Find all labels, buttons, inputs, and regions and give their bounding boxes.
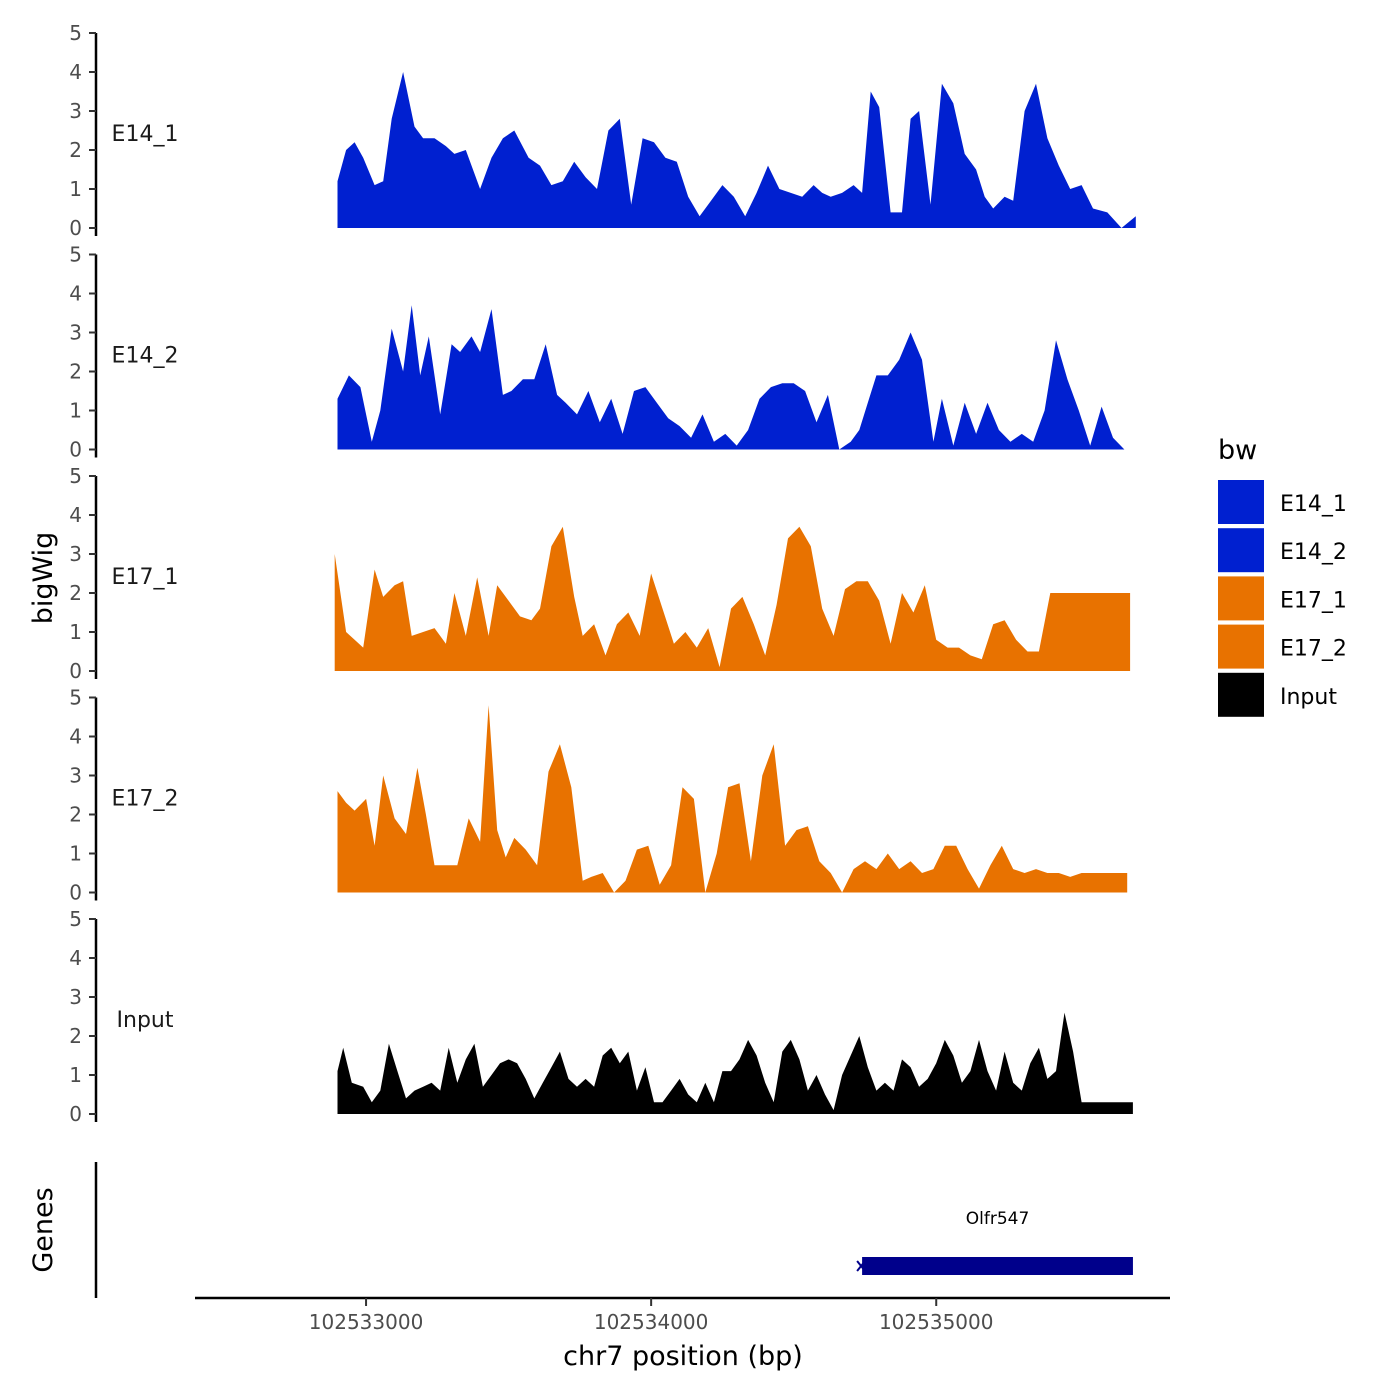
x-ticks-group: 102533000 102534000 102535000 xyxy=(309,1298,994,1334)
y-tick-label: 5 xyxy=(69,464,82,488)
legend-title: bw xyxy=(1218,435,1257,466)
legend-items: E14_1 E14_2 E17_1 E17_2 Input xyxy=(1218,480,1347,717)
legend-item-e17-2: E17_2 xyxy=(1218,624,1347,669)
legend-swatch xyxy=(1218,624,1264,669)
y-tick-label: 0 xyxy=(69,881,82,905)
legend-label: E14_1 xyxy=(1280,492,1347,517)
y-tick-label: 4 xyxy=(69,503,82,527)
y-tick-label: 2 xyxy=(69,581,82,605)
legend-item-input: Input xyxy=(1218,672,1337,717)
track-e17-2: 0 1 2 3 4 5 E17_2 xyxy=(69,686,1128,905)
track-input: 0 1 2 3 4 5 Input xyxy=(69,907,1133,1126)
genes-axis-title: Genes xyxy=(28,1187,59,1272)
y-tick-label: 1 xyxy=(69,177,82,201)
y-tick-label: 0 xyxy=(69,659,82,683)
genes-panel: Genes Olfr547 xyxy=(28,1162,1133,1298)
legend-swatch xyxy=(1218,576,1264,621)
legend-label: E17_1 xyxy=(1280,588,1347,613)
gene-olfr547: Olfr547 xyxy=(856,1209,1133,1275)
y-tick-label: 1 xyxy=(69,842,82,866)
y-tick-label: 5 xyxy=(69,907,82,931)
y-tick-label: 0 xyxy=(69,216,82,240)
y-tick-label: 4 xyxy=(69,725,82,749)
legend: bw E14_1 E14_2 E17_1 E17_2 Input xyxy=(1218,435,1347,717)
legend-item-e14-2: E14_2 xyxy=(1218,528,1347,573)
track-e14-1: 0 1 2 3 4 5 E14_1 xyxy=(69,21,1136,240)
legend-item-e17-1: E17_1 xyxy=(1218,576,1347,621)
y-tick-label: 2 xyxy=(69,1024,82,1048)
y-tick-label: 1 xyxy=(69,399,82,423)
y-tick-label: 3 xyxy=(69,985,82,1009)
coverage-area-e17-1 xyxy=(334,526,1131,671)
track-e14-2: 0 1 2 3 4 5 E14_2 xyxy=(69,243,1136,462)
y-tick-label: 1 xyxy=(69,620,82,644)
gene-body xyxy=(862,1257,1133,1275)
gene-strand-mark xyxy=(856,1260,866,1272)
track-label: E14_1 xyxy=(112,122,179,147)
y-tick-label: 3 xyxy=(69,542,82,566)
legend-swatch xyxy=(1218,528,1264,573)
track-label: Input xyxy=(117,1008,174,1033)
y-tick-label: 2 xyxy=(69,138,82,162)
legend-swatch xyxy=(1218,480,1264,524)
x-axis: 102533000 102534000 102535000 chr7 positio… xyxy=(195,1296,1170,1372)
legend-label: E14_2 xyxy=(1280,540,1347,565)
y-tick-label: 2 xyxy=(69,803,82,827)
track-label: E17_2 xyxy=(112,787,179,812)
legend-item-e14-1: E14_1 xyxy=(1218,480,1347,524)
coverage-area-e14-1 xyxy=(337,72,1136,228)
y-tick-label: 4 xyxy=(69,946,82,970)
genes-group: Olfr547 xyxy=(856,1209,1133,1275)
coverage-area-e14-2 xyxy=(337,305,1136,450)
y-tick-label: 4 xyxy=(69,282,82,306)
x-axis-title: chr7 position (bp) xyxy=(563,1341,803,1372)
legend-swatch xyxy=(1218,672,1264,717)
x-tick-label: 102533000 xyxy=(309,1310,424,1334)
y-tick-label: 2 xyxy=(69,360,82,384)
track-e17-1: 0 1 2 3 4 5 E17_1 xyxy=(69,464,1131,683)
coverage-area-input xyxy=(337,1012,1133,1114)
y-axis-title: bigWig xyxy=(28,532,59,625)
x-tick-label: 102535000 xyxy=(879,1310,994,1334)
x-tick-label: 102534000 xyxy=(594,1310,709,1334)
coverage-area-e17-2 xyxy=(337,705,1128,893)
y-tick-label: 5 xyxy=(69,686,82,710)
tracks-group: 0 1 2 3 4 5 E14_1 0 1 2 3 4 5 E14_2 0 1 2 3 4 5 E17_1 0 1 2 3 4 5 E… xyxy=(69,21,1136,1126)
y-tick-label: 3 xyxy=(69,321,82,345)
legend-label: Input xyxy=(1280,685,1337,710)
y-tick-label: 1 xyxy=(69,1063,82,1087)
y-tick-label: 3 xyxy=(69,99,82,123)
y-tick-label: 0 xyxy=(69,1102,82,1126)
track-label: E14_2 xyxy=(112,344,179,369)
y-tick-label: 3 xyxy=(69,764,82,788)
gene-label: Olfr547 xyxy=(966,1209,1030,1229)
y-tick-label: 4 xyxy=(69,60,82,84)
y-tick-label: 5 xyxy=(69,21,82,45)
track-label: E17_1 xyxy=(112,565,179,590)
y-tick-label: 0 xyxy=(69,438,82,462)
y-tick-label: 5 xyxy=(69,243,82,267)
legend-label: E17_2 xyxy=(1280,637,1347,662)
